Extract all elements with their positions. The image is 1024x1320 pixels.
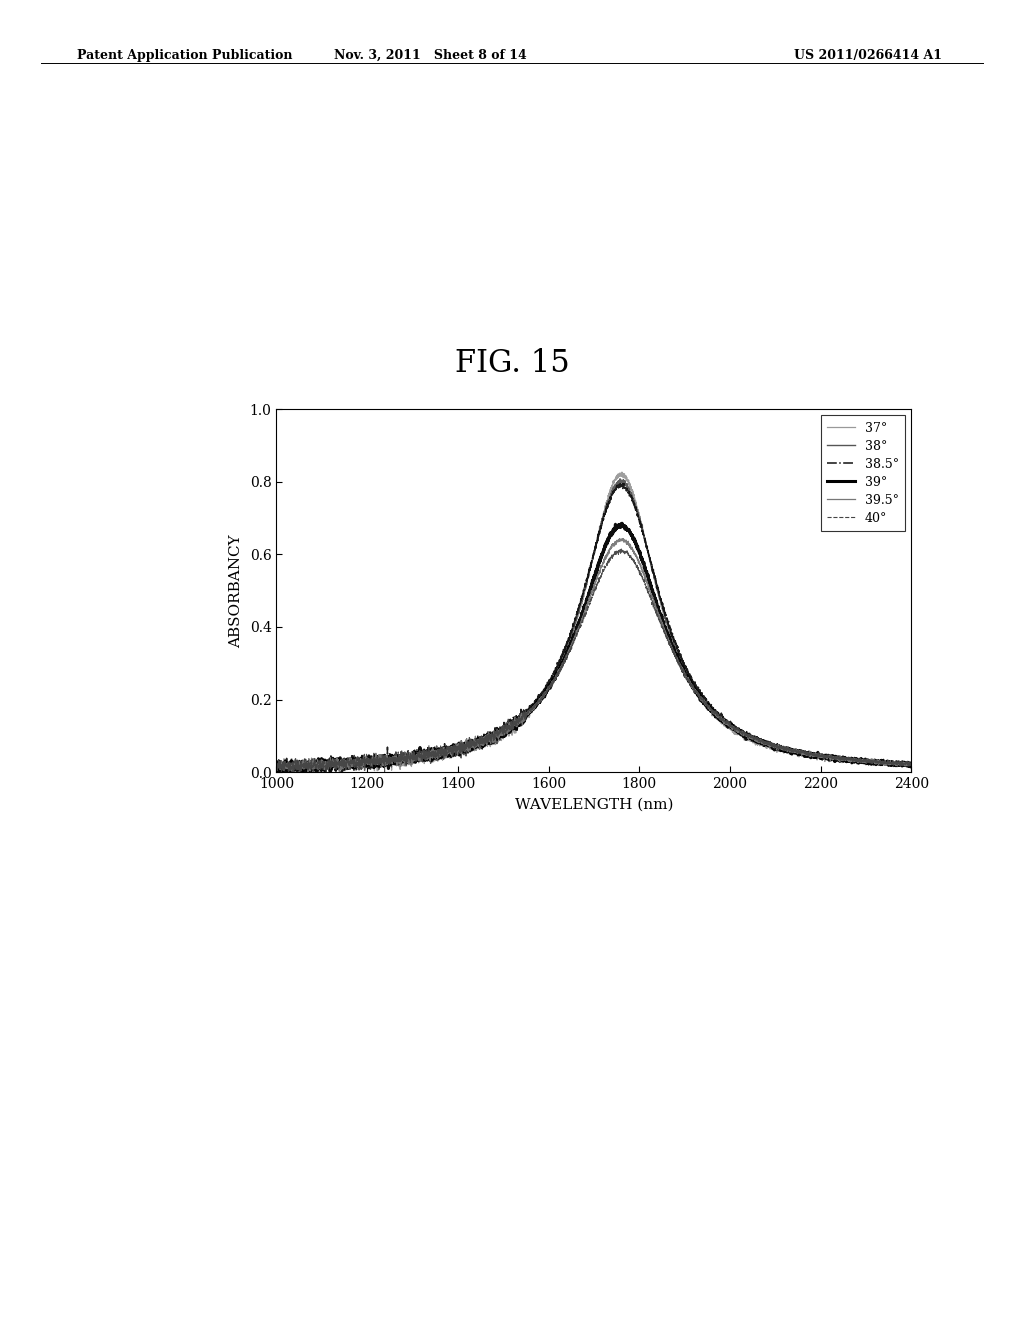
Legend: 37°, 38°, 38.5°, 39°, 39.5°, 40°: 37°, 38°, 38.5°, 39°, 39.5°, 40° [821, 416, 905, 531]
Text: Nov. 3, 2011   Sheet 8 of 14: Nov. 3, 2011 Sheet 8 of 14 [334, 49, 526, 62]
X-axis label: WAVELENGTH (nm): WAVELENGTH (nm) [515, 799, 673, 812]
Y-axis label: ABSORBANCY: ABSORBANCY [228, 533, 243, 648]
Text: US 2011/0266414 A1: US 2011/0266414 A1 [794, 49, 942, 62]
Text: Patent Application Publication: Patent Application Publication [77, 49, 292, 62]
Text: FIG. 15: FIG. 15 [455, 347, 569, 379]
